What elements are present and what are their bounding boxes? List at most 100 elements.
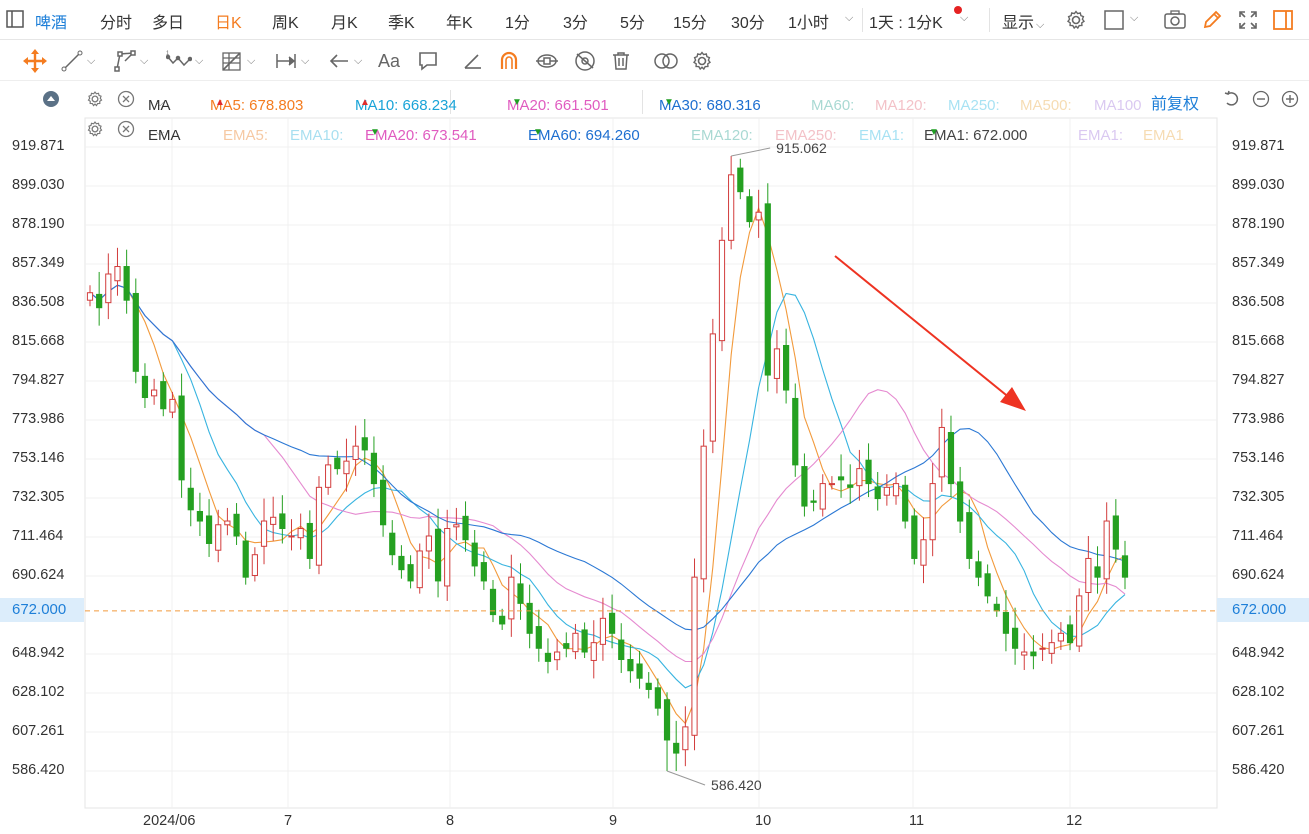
candle[interactable] [947, 432, 955, 485]
polyline-tool[interactable]: ⌵ [113, 47, 148, 75]
candle[interactable] [700, 445, 707, 580]
close-circle-icon[interactable] [117, 90, 135, 108]
move-tool[interactable] [22, 47, 48, 75]
period-9[interactable]: 5分 [620, 15, 645, 32]
angle-tool[interactable] [462, 47, 484, 75]
candle[interactable] [728, 174, 735, 241]
candle[interactable] [325, 464, 332, 488]
pencil-icon[interactable] [1200, 9, 1224, 31]
candle[interactable] [929, 483, 936, 541]
comment-tool[interactable] [417, 47, 439, 75]
candle[interactable] [819, 483, 826, 510]
candle[interactable] [151, 389, 158, 397]
candle[interactable] [828, 483, 836, 486]
candle[interactable] [874, 486, 881, 500]
candle[interactable] [783, 344, 790, 391]
candle[interactable] [105, 273, 112, 304]
candle[interactable] [746, 196, 753, 223]
candle[interactable] [1112, 515, 1119, 550]
candle[interactable] [480, 562, 487, 582]
candle[interactable] [572, 632, 579, 653]
chevron-down-icon[interactable]: ⌵ [845, 12, 854, 24]
candle[interactable] [251, 554, 258, 576]
candle[interactable] [169, 398, 176, 413]
candle[interactable] [306, 522, 313, 559]
period-5[interactable]: 季K [388, 15, 415, 32]
camera-icon[interactable] [1162, 9, 1188, 31]
instrument-name[interactable]: 啤酒 [35, 15, 68, 32]
candle[interactable] [407, 564, 414, 582]
candle[interactable] [581, 629, 588, 653]
candle[interactable] [1066, 624, 1074, 644]
chevron-down-icon[interactable]: ⌵ [1130, 12, 1139, 24]
candle[interactable] [773, 348, 781, 379]
toolbar-settings[interactable] [691, 47, 713, 75]
candle[interactable] [837, 476, 845, 481]
fibonacci-tool[interactable]: ⌵ [220, 47, 255, 75]
period-8[interactable]: 3分 [563, 15, 588, 32]
candle[interactable] [535, 626, 542, 649]
gear-icon[interactable] [1064, 9, 1088, 31]
candle[interactable] [260, 520, 268, 547]
candle[interactable] [270, 516, 277, 525]
measure-tool[interactable]: ⌵ [274, 47, 309, 75]
candle[interactable] [654, 687, 661, 709]
candle[interactable] [599, 617, 607, 645]
candle[interactable] [911, 515, 918, 559]
candle[interactable] [645, 682, 652, 690]
chevron-down-icon[interactable]: ⌵ [960, 12, 969, 24]
lock-drawings-tool[interactable] [535, 47, 559, 75]
interval-selector[interactable]: 1天 : 1分K [869, 9, 943, 33]
candle[interactable] [737, 167, 744, 193]
candle[interactable] [471, 542, 478, 567]
zoom-out-icon[interactable] [1252, 90, 1270, 108]
candle[interactable] [444, 528, 451, 587]
candle[interactable] [178, 395, 185, 481]
period-0[interactable]: 分时 [100, 15, 133, 32]
sidebar-toggle-icon[interactable] [5, 9, 25, 29]
zoom-in-icon[interactable] [1281, 90, 1299, 108]
candle[interactable] [114, 266, 121, 282]
magnet-tool[interactable] [497, 47, 521, 75]
candle[interactable] [883, 486, 890, 496]
candle[interactable] [1076, 595, 1083, 647]
candle[interactable] [434, 528, 442, 582]
line-tool[interactable]: ⌵ [60, 47, 95, 75]
candle[interactable] [416, 550, 423, 589]
adjust-mode[interactable]: 前复权 [1151, 96, 1200, 113]
hide-drawings-tool[interactable] [573, 47, 597, 75]
fullscreen-icon[interactable] [1236, 9, 1260, 31]
candle[interactable] [1002, 612, 1010, 634]
gear-icon[interactable] [86, 120, 104, 138]
candle[interactable] [233, 513, 240, 537]
candle[interactable] [663, 699, 671, 741]
candle[interactable] [892, 483, 900, 497]
candle[interactable] [1121, 555, 1129, 578]
period-4[interactable]: 月K [331, 15, 358, 32]
candle[interactable] [920, 539, 927, 566]
checkbox-icon[interactable] [1103, 9, 1125, 31]
display-menu[interactable]: 显示 ⌵ [1002, 9, 1044, 33]
period-10[interactable]: 15分 [673, 15, 707, 32]
candle[interactable] [215, 524, 222, 551]
candle[interactable] [691, 576, 698, 736]
candle[interactable] [627, 659, 634, 672]
candle[interactable] [361, 437, 368, 451]
candle[interactable] [590, 642, 597, 661]
candle[interactable] [1057, 632, 1064, 642]
candle[interactable] [1021, 651, 1028, 656]
candle[interactable] [544, 652, 552, 662]
close-circle-icon[interactable] [117, 120, 135, 138]
period-2[interactable]: 日K [215, 15, 242, 32]
period-6[interactable]: 年K [446, 15, 473, 32]
text-tool[interactable]: Aa [378, 47, 400, 75]
period-12[interactable]: 1小时 [788, 15, 829, 32]
candle[interactable] [141, 375, 149, 399]
candle[interactable] [462, 515, 469, 541]
candle[interactable] [608, 612, 616, 634]
wave-tool[interactable]: 1 ⌵ [166, 47, 203, 75]
candle[interactable] [86, 292, 94, 301]
candle[interactable] [673, 742, 680, 754]
period-1[interactable]: 多日 [152, 15, 185, 32]
